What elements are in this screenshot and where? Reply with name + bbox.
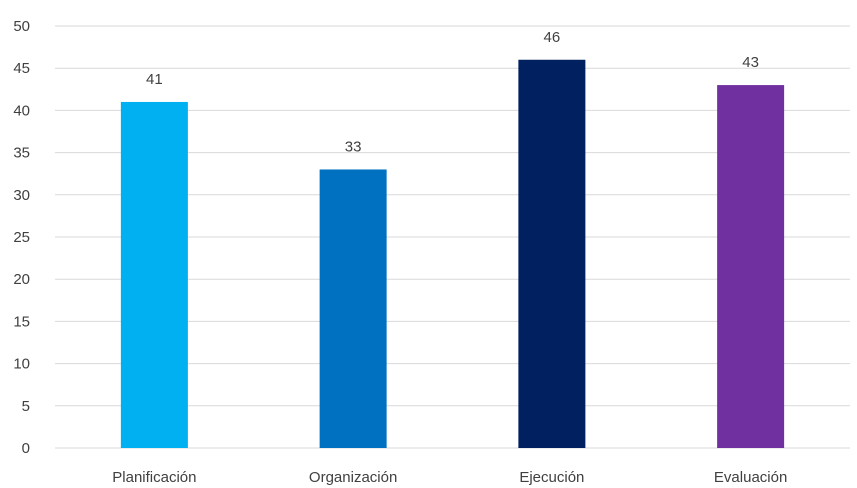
y-axis-ticks: 0 5 10 15 20 25 30 35 40 45 50 xyxy=(13,18,30,457)
y-tick-label: 15 xyxy=(13,313,30,330)
bar-ejecución xyxy=(518,59,586,448)
x-axis-categories: Planificación Organización Ejecución Evalua… xyxy=(112,469,787,486)
y-tick-label: 20 xyxy=(13,271,30,288)
data-label: 43 xyxy=(742,54,759,71)
x-category-label: Ejecución xyxy=(519,469,584,486)
data-label: 33 xyxy=(345,138,362,155)
y-tick-label: 50 xyxy=(13,18,30,35)
bars xyxy=(120,59,785,449)
y-tick-label: 5 xyxy=(22,398,30,415)
bar-planificación xyxy=(120,101,188,449)
bar-organización xyxy=(319,169,387,449)
y-tick-label: 0 xyxy=(22,440,30,457)
x-category-label: Planificación xyxy=(112,469,196,486)
bar-evaluación xyxy=(717,85,785,448)
x-category-label: Evaluación xyxy=(714,469,787,486)
y-tick-label: 35 xyxy=(13,145,30,162)
y-tick-label: 45 xyxy=(13,60,30,77)
data-label: 46 xyxy=(544,29,561,46)
y-tick-label: 25 xyxy=(13,229,30,246)
data-label: 41 xyxy=(146,71,163,88)
y-tick-label: 10 xyxy=(13,356,30,373)
data-labels: 41 33 46 43 xyxy=(146,29,759,156)
y-tick-label: 40 xyxy=(13,102,30,119)
x-category-label: Organización xyxy=(309,469,397,486)
y-tick-label: 30 xyxy=(13,187,30,204)
